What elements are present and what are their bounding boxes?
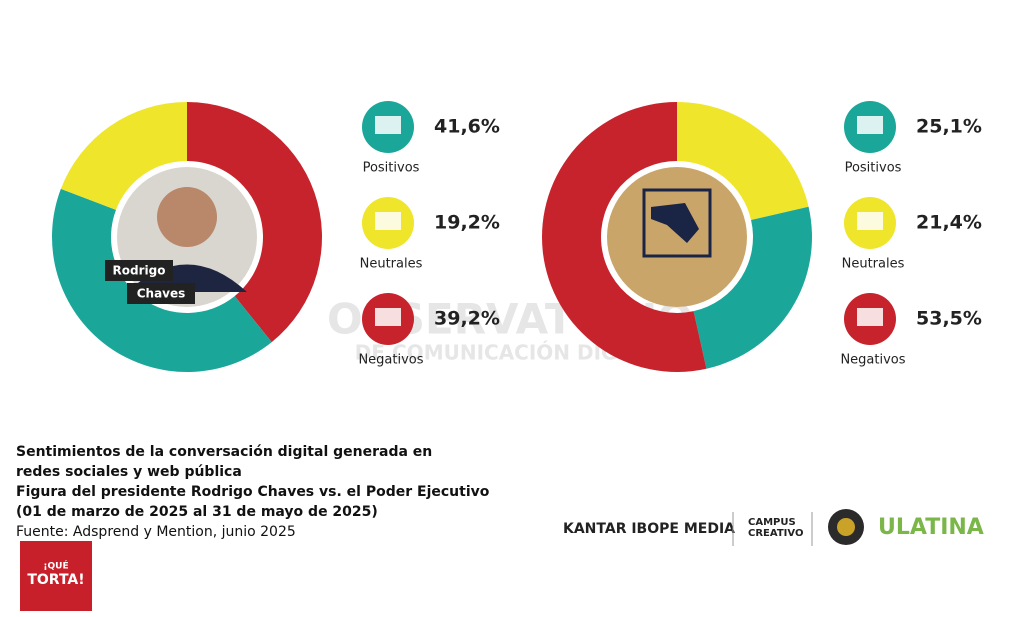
name-box — [105, 260, 173, 281]
legend-label: Neutrales — [360, 257, 423, 272]
bubble — [375, 212, 401, 230]
campus-logo: CREATIVO — [748, 528, 803, 539]
kantar-logo: KANTAR IBOPE MEDIA — [563, 521, 735, 537]
value-label: 25,1% — [916, 116, 982, 138]
value-label: 39,2% — [434, 308, 500, 330]
donut-slice — [677, 102, 809, 220]
center — [607, 167, 747, 307]
torta-text: ¡QUÉ — [43, 560, 68, 572]
value-label: 41,6% — [434, 116, 500, 138]
name-box — [127, 283, 195, 304]
donut-slice — [52, 188, 272, 372]
map — [651, 203, 699, 243]
donut-slice — [693, 206, 812, 369]
caption: Sentimientos de la conversación digital … — [16, 444, 432, 460]
donut-slice — [541, 102, 707, 372]
bubble — [857, 308, 883, 326]
donut-slice — [187, 102, 322, 343]
seal — [837, 518, 855, 536]
name-label: Chaves — [137, 287, 186, 301]
legend-label: Positivos — [363, 161, 420, 176]
caption: (01 de marzo de 2025 al 31 de mayo de 20… — [16, 504, 378, 520]
legend-label: Negativos — [840, 353, 905, 368]
charts: Rodrigo Chaves Positivos 41,6% Neutrales 19,2… — [52, 101, 982, 372]
torta-logo — [20, 541, 92, 611]
emblem — [642, 188, 712, 258]
value-label: 53,5% — [916, 308, 982, 330]
bubble — [375, 308, 401, 326]
value-label: 19,2% — [434, 212, 500, 234]
source: Fuente: Adsprend y Mention, junio 2025 — [16, 524, 296, 540]
name-label: Rodrigo — [113, 264, 166, 278]
bubble — [375, 116, 401, 134]
legend-label: Negativos — [358, 353, 423, 368]
legend-label: Neutrales — [842, 257, 905, 272]
campus-logo: CAMPUS — [748, 517, 796, 528]
portrait-head — [157, 187, 217, 247]
donut-slice — [60, 102, 187, 210]
legend-label: Positivos — [845, 161, 902, 176]
bubble — [857, 212, 883, 230]
value-label: 21,4% — [916, 212, 982, 234]
ulatina-logo: ULATINA — [878, 515, 984, 540]
caption: redes sociales y web pública — [16, 464, 242, 480]
torta-text: TORTA! — [27, 572, 84, 588]
caption: Figura del presidente Rodrigo Chaves vs.… — [16, 484, 490, 500]
bubble — [857, 116, 883, 134]
